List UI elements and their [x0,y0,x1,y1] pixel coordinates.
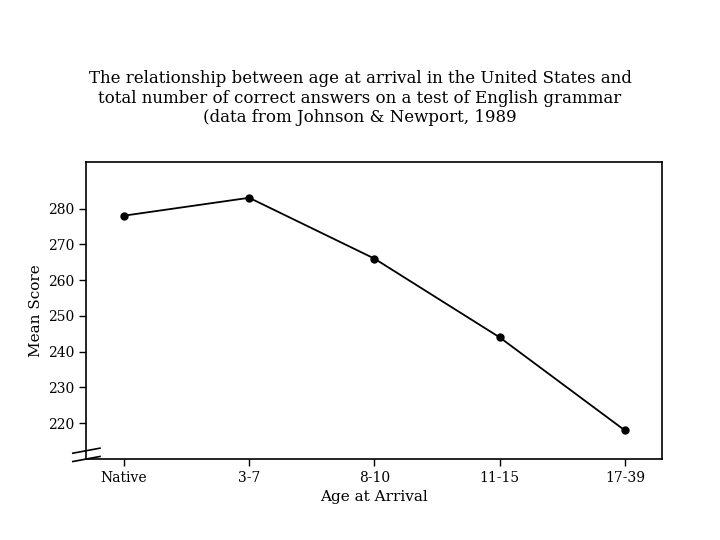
Y-axis label: Mean Score: Mean Score [29,264,42,357]
X-axis label: Age at Arrival: Age at Arrival [320,490,428,504]
Text: The relationship between age at arrival in the United States and
total number of: The relationship between age at arrival … [89,70,631,126]
